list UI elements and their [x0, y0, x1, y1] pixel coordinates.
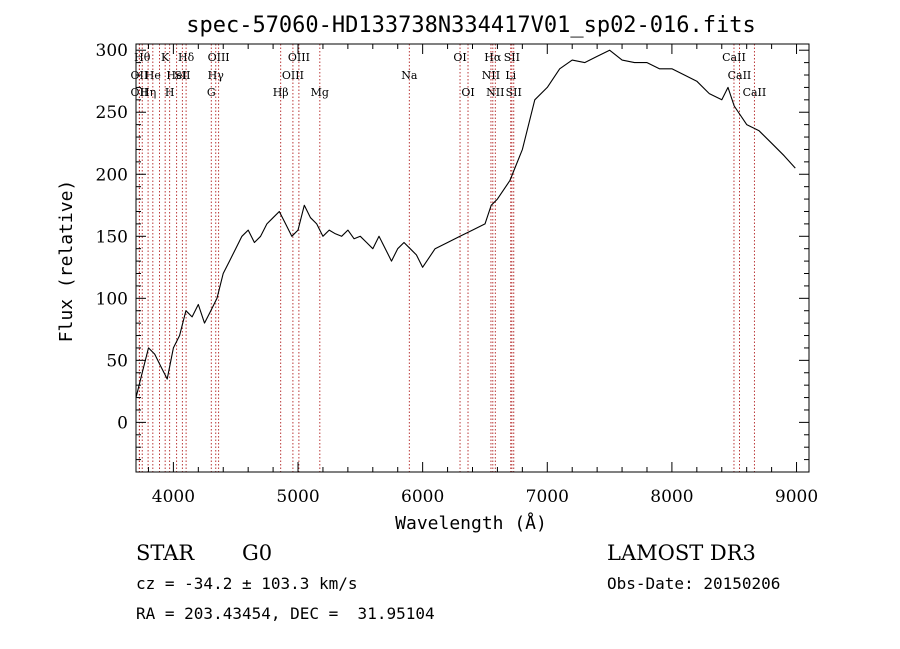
y-tick-label: 200 [96, 165, 128, 185]
spectral-line-label: Hδ [178, 51, 195, 64]
spectral-line-label: He [145, 69, 161, 82]
spectral-line-label: OI [461, 86, 474, 99]
spectral-line-label: NII [486, 86, 504, 99]
x-tick-label: 7000 [526, 487, 569, 507]
y-tick-label: 50 [106, 351, 128, 371]
spectral-line-labels: HθOIIOIIHηHeKHHeISIIHδGHγOIIIHβOIIIOIIIM… [131, 51, 767, 99]
y-axis-ticks: 0 50 100 150 200 250 300 [96, 41, 809, 461]
spectral-line-label: CaII [722, 51, 746, 64]
x-axis-label: Wavelength (Å) [395, 512, 547, 534]
spectral-line-label: SII [506, 86, 522, 99]
y-tick-label: 100 [96, 289, 128, 309]
y-tick-label: 300 [96, 41, 128, 61]
spectral-line-label: G [207, 86, 216, 99]
star-subclass: G0 [242, 541, 272, 565]
spectral-line-label: Mg [311, 86, 329, 99]
x-tick-label: 9000 [775, 487, 818, 507]
x-tick-label: 6000 [401, 487, 444, 507]
spectral-line-label: OI [453, 51, 466, 64]
spectral-line-label: Hη [140, 86, 156, 99]
plot-frame [135, 43, 810, 473]
spectral-line-label: CaII [743, 86, 767, 99]
x-tick-label: 5000 [276, 487, 319, 507]
spectral-line-label: H [165, 86, 175, 99]
y-tick-label: 250 [96, 103, 128, 123]
spectral-line-label: SII [504, 51, 520, 64]
spectral-line-label: K [161, 51, 170, 64]
survey-name: LAMOST DR3 [607, 541, 756, 565]
spectral-line-label: Hθ [134, 51, 151, 64]
redshift-text: cz = -34.2 ± 103.3 km/s [136, 574, 358, 593]
spectral-line-label: OIII [282, 69, 304, 82]
spectral-line-label: Hα [484, 51, 502, 64]
spectral-line-label: SII [174, 69, 190, 82]
spectral-line-label: HeI [166, 69, 186, 82]
x-axis-ticks: 4000 5000 6000 7000 8000 9000 [147, 44, 818, 507]
obs-date: Obs-Date: 20150206 [607, 574, 780, 593]
spectral-line-label: Hγ [208, 69, 225, 82]
chart-title: spec-57060-HD133738N334417V01_sp02-016.f… [186, 13, 756, 38]
x-tick-label: 8000 [650, 487, 693, 507]
spectral-line-label: Hβ [273, 86, 289, 99]
spectrum-series-line [135, 49, 796, 398]
spectral-line-label: NII [482, 69, 500, 82]
spectral-line-label: CaII [728, 69, 752, 82]
x-tick-label: 4000 [152, 487, 195, 507]
spectral-line-label: OII [131, 86, 149, 99]
spectral-line-label: OIII [208, 51, 230, 64]
spectral-line-markers [138, 44, 755, 472]
spectral-line-label: OIII [288, 51, 310, 64]
y-axis-label: Flux (relative) [56, 180, 77, 343]
star-class: STAR [136, 541, 195, 565]
spectral-line-label: Na [401, 69, 418, 82]
spectral-line-label: Li [505, 69, 516, 82]
coordinates: RA = 203.43454, DEC = 31.95104 [136, 604, 435, 623]
y-tick-label: 150 [96, 227, 128, 247]
y-tick-label: 0 [117, 413, 128, 433]
